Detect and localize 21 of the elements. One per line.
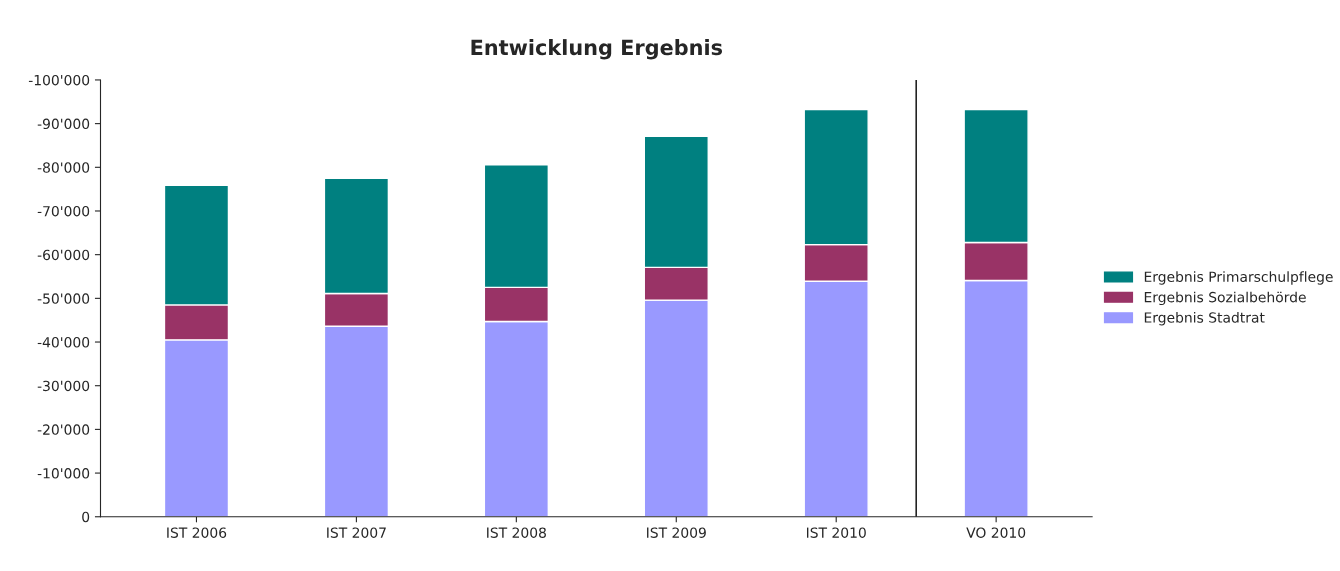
- legend-label: Ergebnis Stadtrat: [1144, 312, 1265, 326]
- x-tick-label: IST 2008: [487, 527, 546, 538]
- y-tick-label: -80'000: [37, 162, 90, 173]
- x-tick-label: IST 2010: [806, 527, 866, 538]
- x-tick-label: IST 2007: [327, 527, 386, 538]
- y-tick-label: -70'000: [37, 205, 90, 217]
- y-tick-label: -50'000: [37, 293, 90, 304]
- y-tick-label: -60'000: [37, 249, 90, 261]
- x-tick-label: IST 2009: [647, 527, 706, 538]
- chart-title: Entwicklung Ergebnis: [471, 39, 723, 60]
- y-tick-label: -90'000: [37, 118, 90, 130]
- x-tick-label: IST 2006: [167, 527, 227, 538]
- x-tick-label: VO 2010: [966, 527, 1026, 538]
- y-tick-label: -20'000: [37, 424, 90, 435]
- legend-label: Ergebnis Primarschulpflege: [1144, 271, 1333, 285]
- legend-label: Ergebnis Sozialbehörde: [1144, 291, 1306, 306]
- y-tick-label: 0: [82, 511, 90, 523]
- y-tick-label: -40'000: [37, 337, 90, 348]
- y-tick-label: -30'000: [37, 380, 90, 392]
- y-tick-label: -100'000: [28, 74, 90, 86]
- y-tick-label: -10'000: [37, 468, 90, 479]
